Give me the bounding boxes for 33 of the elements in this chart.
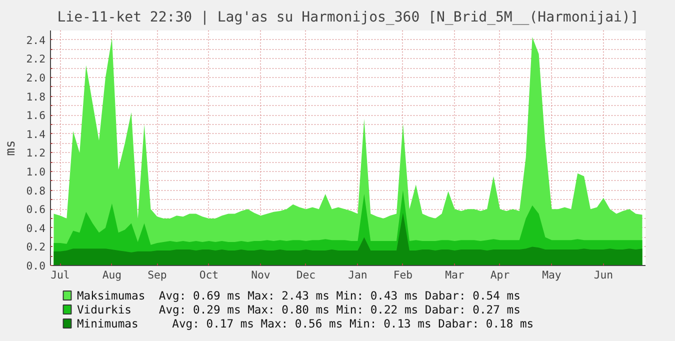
y-tick-label: 0.8 xyxy=(26,184,46,198)
x-tick-label: Aug xyxy=(102,268,122,282)
y-tick-label: 2.4 xyxy=(26,34,46,47)
chart-title: Lie-11-ket 22:30 | Lag'as su Harmonijos_360 [N_Brid_5M__(Harmonijai)] xyxy=(57,10,639,26)
legend-label: Maksimumas xyxy=(76,288,146,302)
x-tick-label: Apr xyxy=(490,268,510,282)
y-axis-title: ms xyxy=(3,140,18,156)
text: Avg: 0.17 ms Max: 0.56 ms Min: 0.13 ms Dabar: 0.18 ms xyxy=(172,316,534,330)
x-tick-label: Feb xyxy=(393,268,413,282)
x-tick-label: Oct xyxy=(199,268,219,282)
legend-label: Vidurkis xyxy=(76,302,132,316)
y-tick-label: 2.2 xyxy=(26,52,46,66)
x-tick-label: May xyxy=(542,268,562,282)
y-tick-label: 0.4 xyxy=(26,222,46,235)
y-tick-label: 0.0 xyxy=(26,260,46,272)
y-tick-label: 1.6 xyxy=(26,109,46,122)
text: Avg: 0.69 ms Max: 2.43 ms Min: 0.43 ms Dabar: 0.54 ms xyxy=(158,288,520,302)
y-tick-label: 1.8 xyxy=(26,90,46,104)
text: Avg: 0.29 ms Max: 0.80 ms Min: 0.22 ms Dabar: 0.27 ms xyxy=(158,302,520,316)
y-tick-label: 0.2 xyxy=(26,240,46,254)
x-tick-label: Sep xyxy=(148,268,167,282)
x-tick-label: Jan xyxy=(348,268,368,282)
y-tick-label: 1.2 xyxy=(26,146,46,160)
y-tick-label: 1.0 xyxy=(26,166,46,178)
x-tick-label: Jul xyxy=(50,268,70,282)
x-tick-label: Mar xyxy=(445,268,465,282)
x-tick-label: Jun xyxy=(594,268,614,282)
x-tick-label: Nov xyxy=(251,268,270,282)
y-tick-label: 0.6 xyxy=(26,203,46,216)
y-tick-label: 2.0 xyxy=(26,72,46,84)
legend-label: Minimumas xyxy=(76,316,138,330)
y-tick-label: 1.4 xyxy=(26,128,46,141)
x-tick-label: Dec xyxy=(296,268,316,282)
